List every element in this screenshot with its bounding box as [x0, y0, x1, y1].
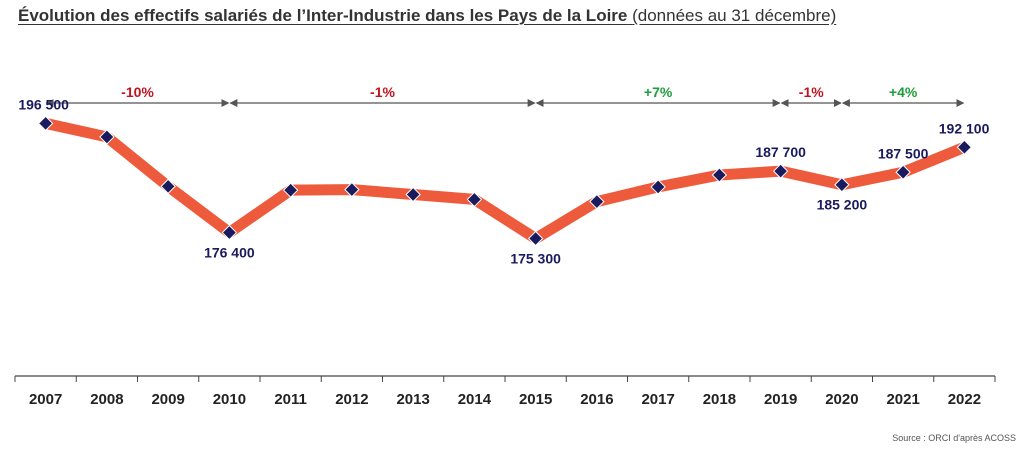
- data-point-marker: [282, 182, 299, 198]
- data-point-marker: [527, 230, 544, 247]
- x-tick-label: 2009: [151, 391, 184, 408]
- x-tick-label: 2007: [29, 391, 62, 408]
- data-point-marker: [405, 186, 421, 203]
- x-tick-label: 2019: [764, 391, 797, 408]
- data-point-marker: [895, 164, 911, 180]
- data-point-marker: [772, 163, 789, 179]
- series-line: [40, 117, 970, 245]
- data-point-marker: [344, 181, 360, 198]
- x-tick-label: 2018: [703, 391, 736, 408]
- data-point-marker: [589, 193, 605, 210]
- data-point-marker: [650, 179, 666, 195]
- x-tick-label: 2017: [641, 391, 674, 408]
- x-tick-label: 2016: [580, 391, 613, 408]
- data-label: 192 100: [939, 120, 990, 136]
- data-point-marker: [834, 177, 850, 193]
- x-tick-label: 2012: [335, 391, 368, 408]
- data-label: 175 300: [510, 251, 561, 267]
- x-axis: 2007 2008 2009 2010 2011 2012 2013 2014 2015 2016…: [14, 375, 996, 408]
- data-points: [37, 115, 973, 247]
- data-label: 196 500: [18, 96, 69, 112]
- data-point-marker: [711, 167, 728, 183]
- x-tick-label: 2008: [90, 391, 123, 408]
- x-tick-label: 2021: [886, 391, 919, 408]
- data-labels: 196 500 176 400 175 300 187 700 185 200 187 5…: [18, 96, 989, 266]
- x-tick-label: 2011: [274, 391, 307, 408]
- period-arrows: -10% -1% +7% -1% +4%: [45, 84, 965, 107]
- period-change-label: -1%: [370, 84, 395, 100]
- period-change-label: -1%: [799, 84, 824, 100]
- data-point-marker: [37, 115, 54, 132]
- x-tick-label: 2022: [948, 391, 981, 408]
- data-label: 176 400: [204, 245, 255, 261]
- period-change-label: +7%: [644, 84, 673, 100]
- chart-title: Évolution des effectifs salariés de l’In…: [18, 6, 836, 26]
- data-point-marker: [956, 139, 973, 155]
- x-tick-label: 2015: [519, 391, 552, 408]
- source-note: Source : ORCI d'après ACOSS: [892, 433, 1016, 443]
- data-point-marker: [221, 224, 238, 241]
- series-polyline: [40, 117, 970, 245]
- data-label: 187 500: [878, 145, 929, 161]
- data-label: 187 700: [755, 144, 806, 160]
- x-tick-label: 2013: [396, 391, 429, 408]
- data-label: 185 200: [817, 197, 868, 213]
- chart-title-sub: (données au 31 décembre): [632, 6, 837, 25]
- data-point-marker: [99, 129, 115, 145]
- x-tick-label: 2010: [213, 391, 246, 408]
- chart-title-main: Évolution des effectifs salariés de l’In…: [18, 6, 628, 25]
- period-change-label: -10%: [121, 84, 154, 100]
- period-change-label: +4%: [889, 84, 918, 100]
- data-point-marker: [160, 178, 176, 195]
- x-tick-label: 2014: [458, 391, 492, 408]
- x-tick-label: 2020: [825, 391, 858, 408]
- data-point-marker: [466, 191, 483, 208]
